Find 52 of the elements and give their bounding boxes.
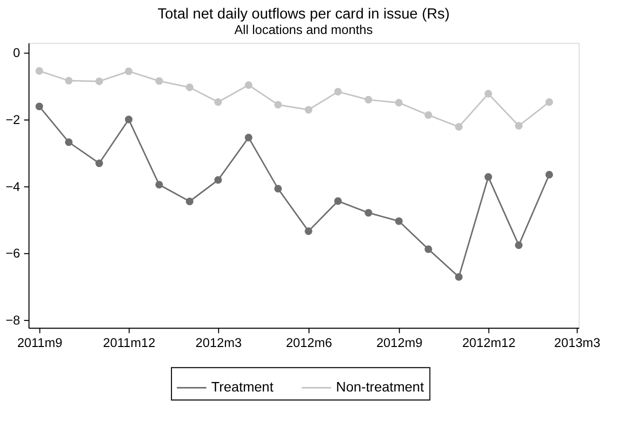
point [334,88,342,96]
x-tick-label: 2012m9 [376,334,422,350]
y-tick-label: −4 [6,178,20,194]
y-tick-label: −8 [6,312,20,328]
point [95,78,104,86]
point [455,273,463,281]
point [545,170,554,178]
y-tick-label: −6 [6,246,20,261]
point [545,98,554,106]
point [455,123,463,131]
point [95,159,104,168]
point [304,106,312,114]
point [35,102,44,110]
point [274,184,282,192]
point [244,134,252,142]
point [35,67,44,75]
y-tick-label: −2 [6,112,20,127]
point [424,245,432,254]
x-tick-label: 2012m3 [196,334,242,350]
x-tick-label: 2012m6 [286,334,332,350]
y-tick-label: 0 [13,44,20,60]
chart-title: Total net daily outflows per card in issue (Rs) [158,6,450,22]
point [124,116,133,124]
x-tick-label: 2013m3 [554,334,600,350]
point [186,84,194,92]
point [364,208,372,217]
point [214,98,222,106]
x-tick-label: 2011m9 [17,334,62,350]
point [334,197,342,205]
point [395,217,403,225]
point [424,111,432,119]
legend-label: Treatment [211,380,274,395]
x-tick-label: 2012m12 [462,334,516,350]
point [186,198,194,206]
point [514,122,523,130]
point [274,100,282,109]
point [484,173,492,181]
point [214,176,222,184]
point [514,241,523,249]
point [395,98,403,107]
point [124,68,133,76]
chart-subtitle: All locations and months [234,22,373,38]
point [64,76,73,84]
point [64,138,73,146]
point [155,180,163,188]
point [304,227,312,235]
point [155,77,163,85]
x-tick-label: 2011m12 [103,334,156,350]
point [244,81,252,89]
legend-label: Non-treatment [336,380,424,395]
point [364,96,372,104]
point [484,90,492,98]
